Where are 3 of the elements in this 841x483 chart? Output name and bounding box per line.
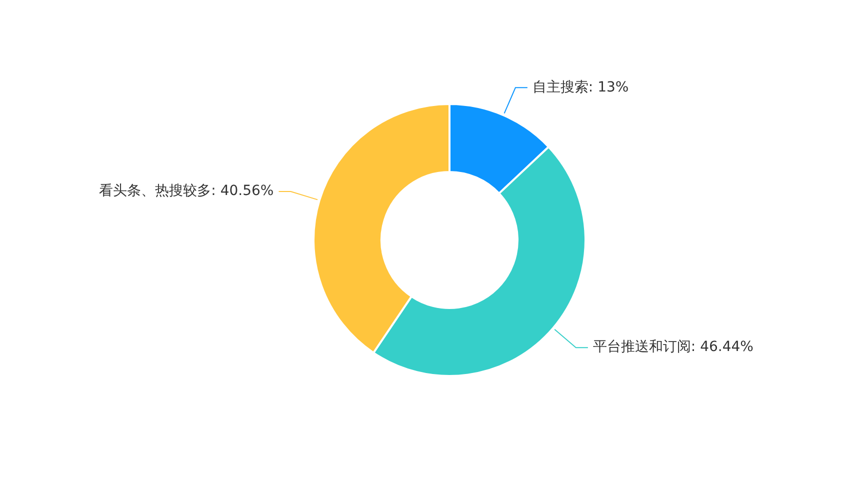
slice-label: 看头条、热搜较多: 40.56% bbox=[99, 183, 274, 200]
slice-label: 平台推送和订阅: 46.44% bbox=[592, 339, 754, 356]
slice-label: 自主搜索: 13% bbox=[532, 79, 629, 96]
